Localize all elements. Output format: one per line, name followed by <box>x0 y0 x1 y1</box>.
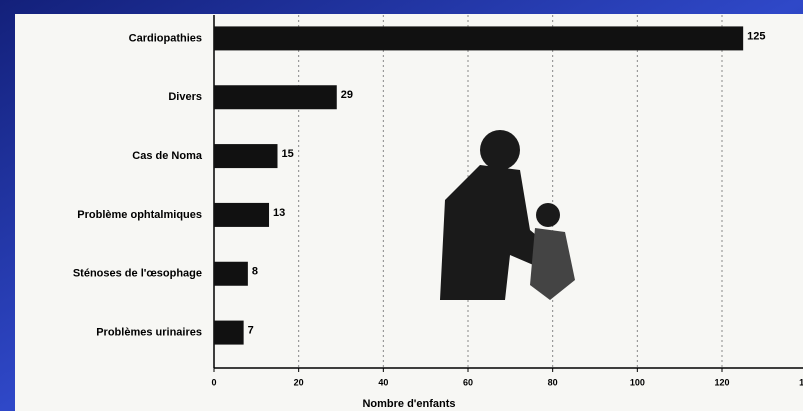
x-tick-label: 20 <box>294 377 304 387</box>
x-tick-label: 60 <box>463 377 473 387</box>
bar <box>214 262 248 286</box>
chart: 0 20 40 60 80 100 120 140 Cardiopathies 125 Divers… <box>0 0 803 411</box>
bar <box>214 144 278 168</box>
x-tick-label: 100 <box>630 377 645 387</box>
bar <box>214 203 269 227</box>
x-axis-title: Nombre d'enfants <box>362 398 455 410</box>
bar <box>214 321 244 345</box>
bar <box>214 85 337 109</box>
x-tick-label: 80 <box>548 377 558 387</box>
value-label: 15 <box>282 148 294 160</box>
y-tick-label: Cas de Noma <box>132 150 203 162</box>
x-tick-label: 120 <box>714 377 729 387</box>
x-tick-label: 40 <box>378 377 388 387</box>
value-label: 13 <box>273 207 285 219</box>
value-label: 8 <box>252 266 258 278</box>
value-label: 125 <box>747 30 765 42</box>
x-tick-label: 0 <box>211 377 216 387</box>
bar <box>214 26 743 50</box>
y-tick-label: Cardiopathies <box>129 32 202 44</box>
page: 0 20 40 60 80 100 120 140 Cardiopathies 125 Divers… <box>0 0 803 411</box>
value-label: 7 <box>248 324 254 336</box>
y-tick-label: Problèmes urinaires <box>96 326 202 338</box>
x-tick-label: 140 <box>799 377 803 387</box>
y-tick-label: Sténoses de l'œsophage <box>73 268 202 280</box>
value-label: 29 <box>341 89 353 101</box>
y-tick-label: Problème ophtalmiques <box>77 209 202 221</box>
y-tick-label: Divers <box>168 91 202 103</box>
